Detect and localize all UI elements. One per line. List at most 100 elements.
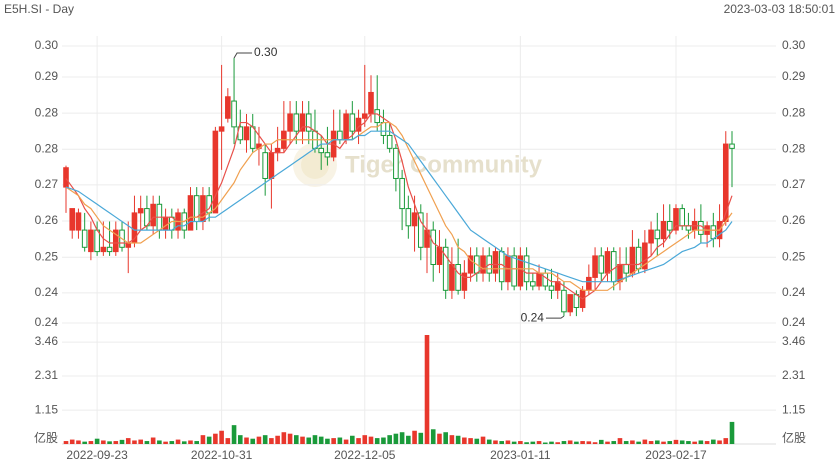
volume-bar — [350, 435, 355, 444]
volume-bar — [312, 435, 318, 444]
volume-bar — [175, 439, 181, 444]
candle-body — [492, 251, 499, 274]
volume-bar — [611, 441, 617, 444]
volume-bar — [493, 440, 498, 444]
y-tick-label-right: 0.25 — [782, 249, 806, 263]
volume-bar — [605, 441, 610, 444]
volume-bar — [194, 441, 200, 444]
volume-bar — [586, 441, 592, 444]
volume-bar — [636, 441, 641, 444]
candle-body — [586, 276, 592, 291]
volume-bar — [244, 437, 249, 444]
candle-body — [666, 220, 673, 231]
candle-body — [679, 208, 686, 227]
volume-bar — [132, 440, 137, 444]
volume-bar — [82, 441, 87, 444]
y-tick-label-right: 0.28 — [782, 141, 806, 155]
volume-bar — [387, 435, 392, 444]
candle-body — [112, 229, 119, 253]
candle-body — [399, 177, 405, 210]
volume-bar — [480, 436, 486, 444]
volume-bar — [163, 441, 168, 444]
candle-body — [480, 255, 486, 274]
volume-bar — [144, 441, 150, 444]
y-tick-label-right: 2.31 — [782, 368, 806, 382]
candle-body — [698, 220, 704, 235]
volume-bar — [225, 438, 231, 444]
moving-average-line — [65, 130, 733, 283]
volume-bar — [181, 441, 187, 444]
candle-body — [337, 130, 343, 141]
candle-body — [598, 255, 605, 274]
y-tick-label: 0.24 — [35, 285, 59, 299]
candle-body — [467, 255, 474, 274]
volume-bar — [536, 441, 542, 444]
x-tick-label: 2022-12-05 — [334, 448, 396, 462]
volume-bar — [655, 440, 660, 444]
annotation-leader — [545, 315, 565, 319]
candle-body — [648, 229, 654, 244]
timestamp: 2023-03-03 18:50:01 — [724, 2, 836, 16]
volume-bar — [698, 440, 704, 444]
candle-body — [299, 113, 306, 132]
candle-body — [88, 229, 94, 253]
volume-bar — [374, 438, 380, 444]
candle-body — [305, 113, 312, 132]
x-tick-label: 2023-01-11 — [490, 448, 551, 462]
volume-bar — [729, 421, 735, 444]
volume-bar — [119, 439, 125, 444]
x-tick-label: 2022-10-31 — [191, 448, 253, 462]
candle-body — [137, 208, 144, 214]
candle-body — [162, 216, 169, 231]
volume-bar — [704, 441, 710, 444]
volume-bar — [306, 437, 312, 444]
annotation-leader — [233, 52, 253, 59]
x-tick-label: 2023-02-17 — [645, 448, 707, 462]
volume-bar — [381, 437, 386, 444]
volume-bar — [269, 438, 274, 444]
volume-bar — [157, 440, 162, 444]
candle-body — [654, 229, 661, 240]
candle-body — [530, 281, 536, 287]
y-tick-label: 0.25 — [35, 249, 59, 263]
volume-bar — [486, 439, 492, 444]
candle-body — [511, 255, 517, 287]
candle-body — [262, 152, 268, 179]
volume-bar — [661, 441, 666, 444]
y-tick-label-right: 0.24 — [782, 285, 806, 299]
annotation: 0.24 — [521, 310, 545, 324]
annotation: 0.30 — [254, 45, 278, 59]
candle-body — [536, 272, 542, 287]
candle-body — [324, 152, 331, 158]
candle-body — [430, 229, 437, 266]
y-tick-label-right: 0.26 — [782, 213, 806, 227]
y-tick-label: 3.46 — [35, 334, 59, 348]
volume-bar — [474, 438, 480, 444]
candle-body — [673, 208, 679, 231]
watermark: Tiger Community — [345, 151, 543, 178]
y-tick-label-right: 0.29 — [782, 69, 806, 83]
candle-body — [660, 220, 667, 240]
candle-body — [461, 272, 468, 291]
volume-bar — [642, 439, 648, 444]
volume-bar — [499, 441, 505, 444]
volume-bar — [256, 436, 262, 444]
y-tick-label: 0.24 — [35, 315, 59, 329]
volume-bar — [107, 441, 112, 444]
y-tick-label: 0.28 — [35, 105, 59, 119]
volume-bar — [555, 442, 561, 444]
candle-body — [604, 251, 611, 274]
candle-body — [106, 246, 113, 253]
candle-body — [361, 113, 368, 119]
moving-average-line — [65, 121, 733, 291]
y-tick-label-right: 0.28 — [782, 105, 806, 119]
volume-bar — [406, 435, 411, 444]
y-tick-label-right: 0.30 — [782, 38, 806, 52]
candle-body — [169, 216, 175, 231]
y-tick-label: 0.29 — [35, 69, 59, 83]
candle-body — [629, 246, 636, 274]
candle-body — [542, 272, 549, 287]
volume-bar — [511, 441, 517, 444]
candle-body — [187, 195, 194, 231]
candle-body — [642, 242, 648, 270]
